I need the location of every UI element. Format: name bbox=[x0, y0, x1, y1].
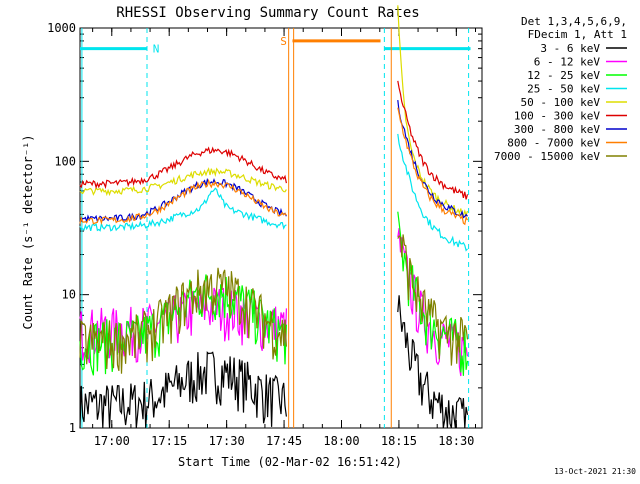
legend-label: 800 - 7000 keV bbox=[507, 137, 600, 150]
y-tick-label: 1 bbox=[69, 421, 76, 435]
legend-label: 300 - 800 keV bbox=[514, 123, 600, 136]
x-tick-label: 18:00 bbox=[323, 434, 359, 448]
series-line-1 bbox=[397, 295, 469, 429]
series-line-5 bbox=[79, 167, 287, 197]
y-tick-label: 1000 bbox=[47, 21, 76, 35]
series-line-6 bbox=[79, 146, 287, 190]
series-line-5 bbox=[397, 5, 469, 217]
series-line-8 bbox=[397, 107, 469, 226]
night-label: N bbox=[153, 43, 160, 56]
x-tick-label: 17:00 bbox=[94, 434, 130, 448]
x-axis-label: Start Time (02-Mar-02 16:51:42) bbox=[178, 455, 402, 469]
x-tick-label: 17:30 bbox=[209, 434, 245, 448]
legend-label: 25 - 50 keV bbox=[527, 83, 600, 96]
legend-label: 12 - 25 keV bbox=[527, 69, 600, 82]
legend-label: 6 - 12 keV bbox=[534, 56, 601, 69]
footer-timestamp: 13-Oct-2021 21:30 bbox=[554, 467, 636, 476]
saa-label: S bbox=[280, 35, 287, 48]
series-line-4 bbox=[397, 133, 468, 252]
legend-header-line-2: FDecim 1, Att 1 bbox=[528, 28, 627, 41]
y-tick-label: 100 bbox=[54, 154, 76, 168]
legend-label: 50 - 100 keV bbox=[521, 96, 601, 109]
plot-area: 1 10 100 1000 17:00 17:15 17:30 17:45 18:00 18:15… bbox=[47, 5, 627, 448]
series-line-4 bbox=[79, 187, 287, 232]
x-tick-label: 18:30 bbox=[438, 434, 474, 448]
series-line-8 bbox=[79, 178, 287, 226]
chart-title: RHESSI Observing Summary Count Rates bbox=[116, 5, 419, 21]
legend-label: 3 - 6 keV bbox=[540, 42, 600, 55]
series-line-9 bbox=[397, 234, 469, 366]
y-axis-label: Count Rate (s⁻¹ detector⁻¹) bbox=[21, 134, 35, 329]
series-line-6 bbox=[397, 80, 469, 200]
x-tick-label: 18:15 bbox=[381, 434, 417, 448]
legend-label: 100 - 300 keV bbox=[514, 110, 600, 123]
plot-frame bbox=[79, 27, 483, 429]
series-line-9 bbox=[79, 267, 287, 374]
y-tick-label: 10 bbox=[62, 288, 76, 302]
legend-header-line-1: Det 1,3,4,5,6,9, bbox=[521, 15, 627, 28]
x-tick-label: 17:15 bbox=[151, 434, 187, 448]
x-tick-label: 17:45 bbox=[266, 434, 302, 448]
legend-label: 7000 - 15000 keV bbox=[494, 150, 600, 163]
series-line-1 bbox=[79, 351, 287, 429]
